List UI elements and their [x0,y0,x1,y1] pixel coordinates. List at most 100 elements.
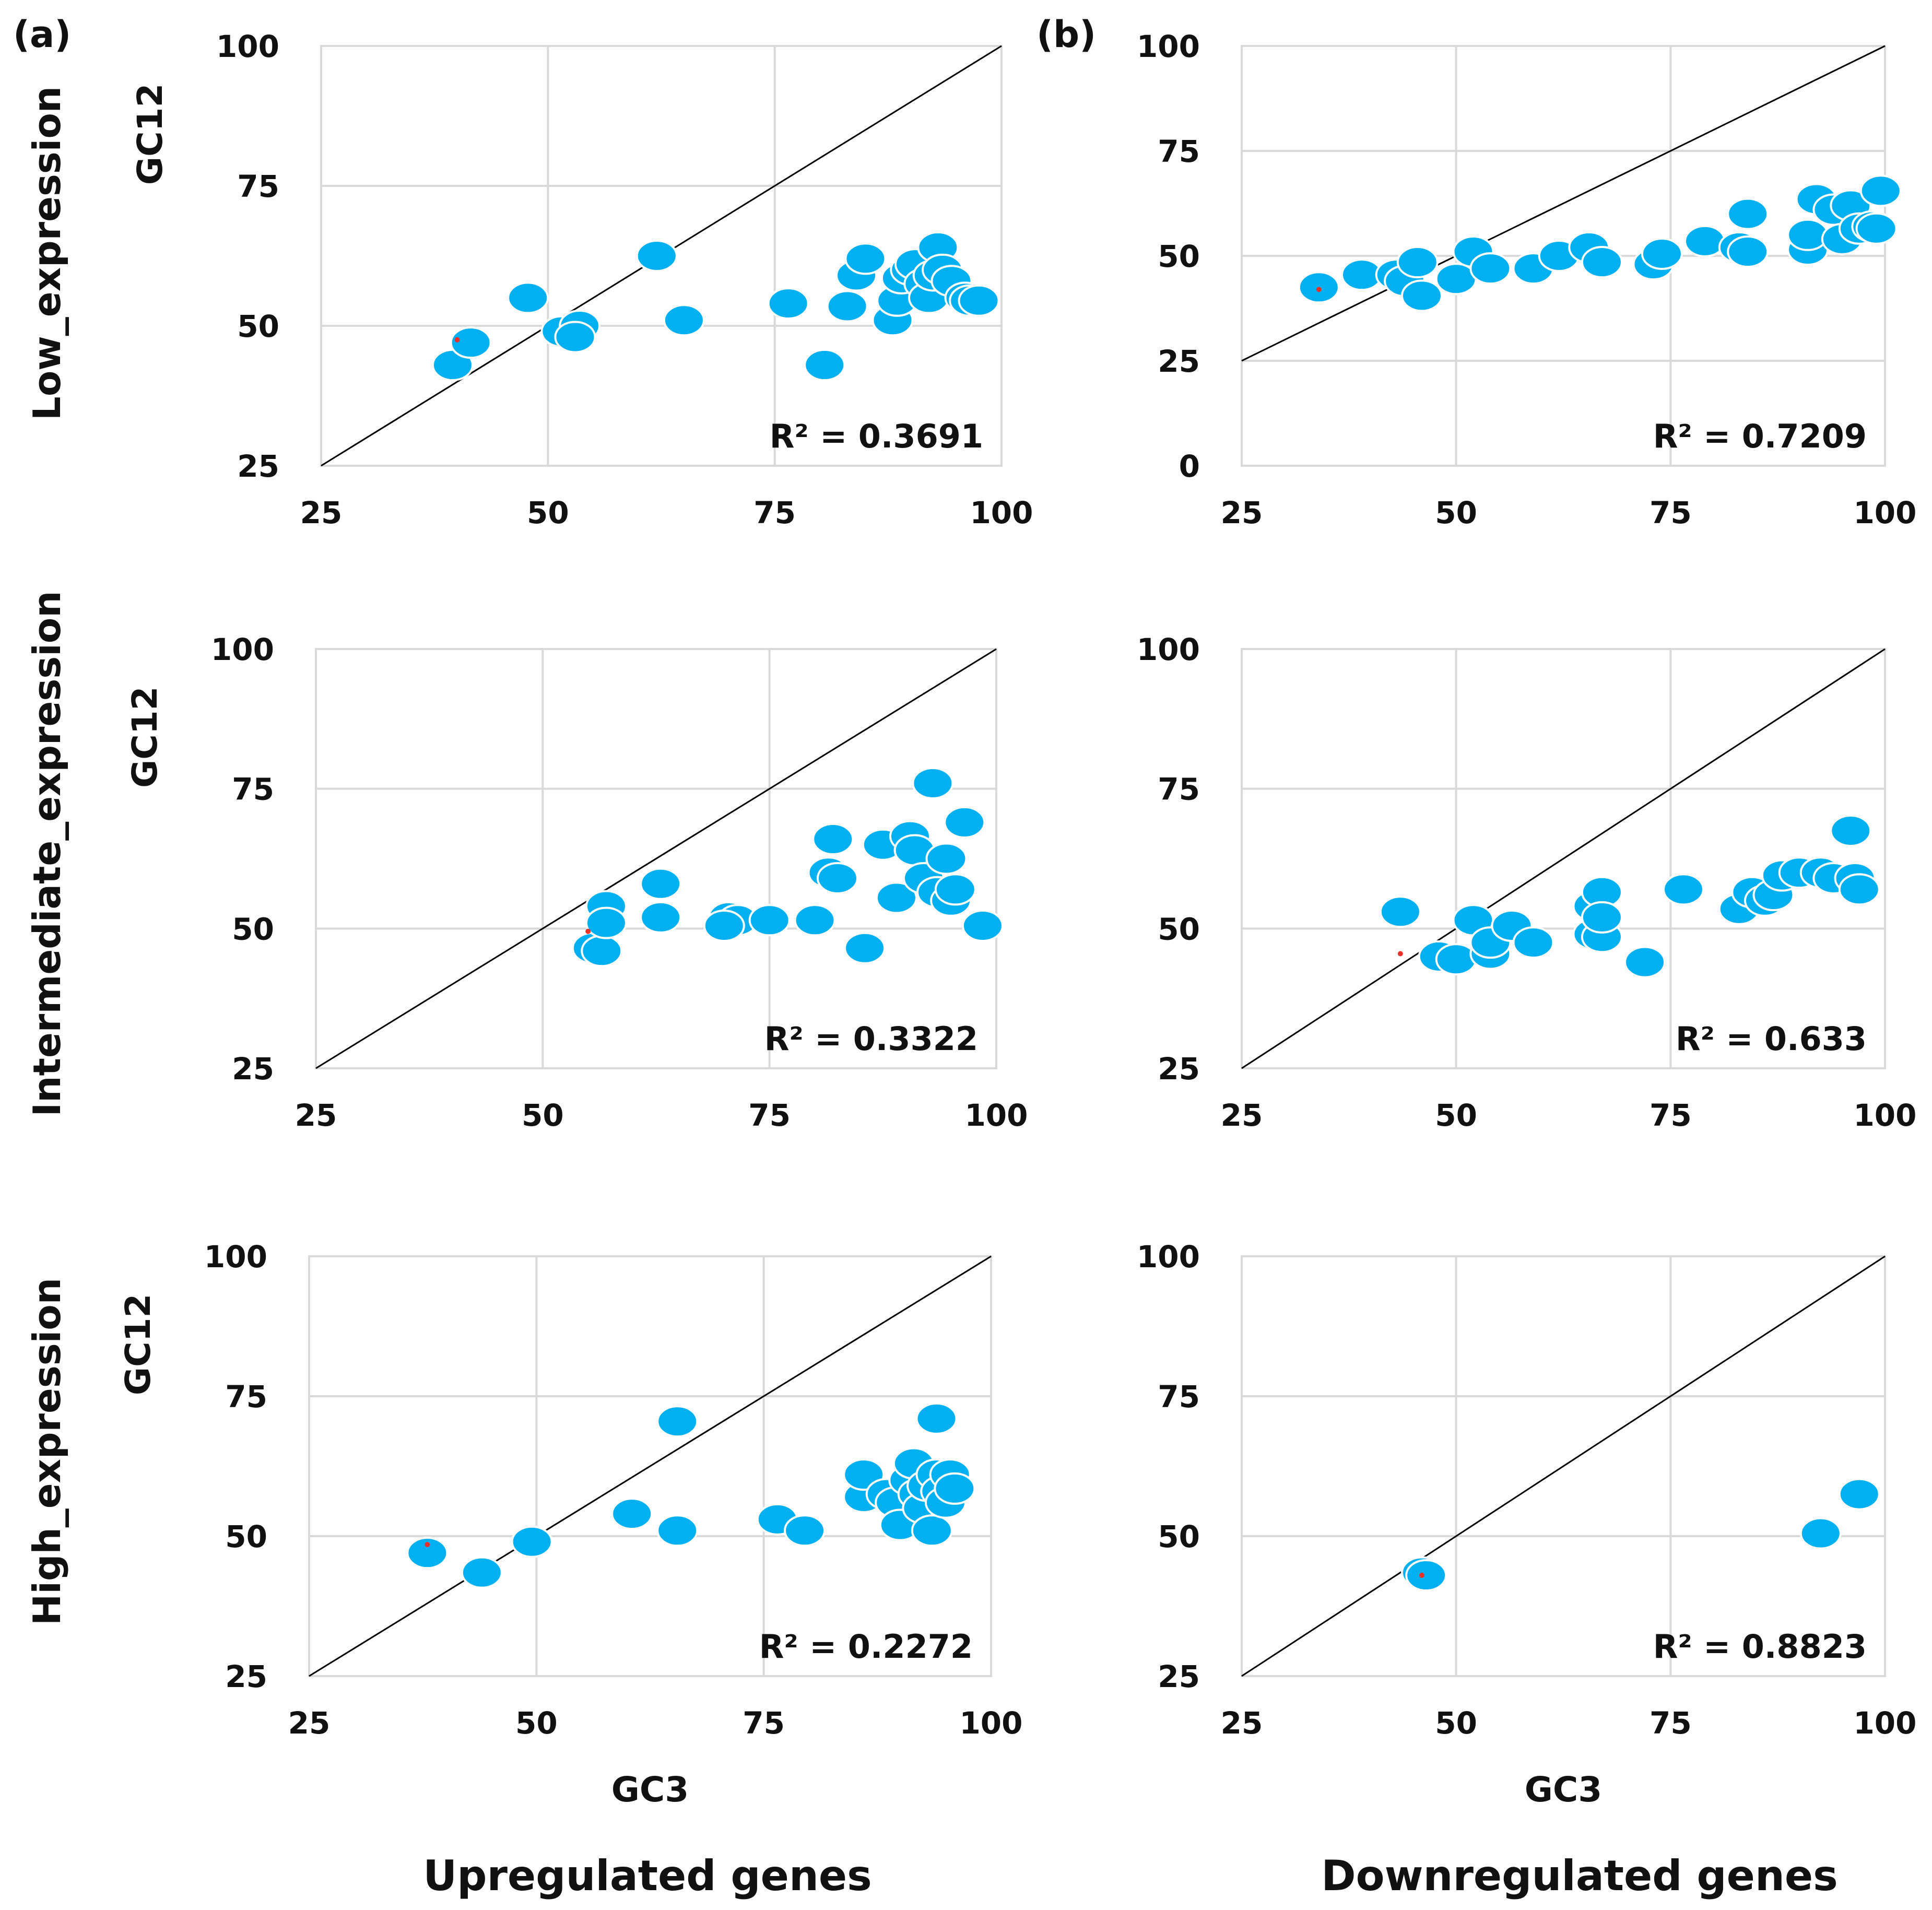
red-marker [585,928,591,934]
data-point [915,1402,958,1435]
data-point [958,284,1000,317]
x-tick-label: 50 [1435,1705,1477,1741]
data-point [1662,873,1704,906]
identity-line [315,648,997,1069]
identity-line [309,1255,992,1677]
x-axis-title: GC3 [611,1770,689,1810]
y-tick-label: 100 [204,1239,267,1275]
data-point [1405,1559,1447,1592]
y-tick-label: 25 [232,1051,274,1087]
data-point [875,881,917,914]
x-tick-label: 25 [288,1705,331,1741]
r-squared-label: R² = 0.2272 [759,1628,973,1666]
y-tick-label: 75 [237,169,279,204]
y-axis-title: GC12 [125,686,165,787]
y-tick-label: 75 [1158,134,1200,169]
data-point [1400,279,1443,312]
data-point [663,304,705,337]
plot-frame [320,45,1003,467]
x-tick-label: 25 [1221,495,1263,530]
panel-1: 25 50 75 100 25 50 75 100 R² = 0.3691 GC12 (a) [13,13,1033,530]
y-tick-label: 50 [1158,911,1200,947]
y-axis-title: GC12 [118,1294,158,1395]
data-point [507,281,549,314]
x-tick-label: 75 [743,1705,785,1741]
data-point [656,1514,699,1547]
red-marker [425,1542,430,1548]
r-squared-label: R² = 0.3691 [770,417,983,455]
x-tick-label: 25 [1221,1705,1263,1741]
x-axis-title: GC3 [1525,1770,1603,1810]
data-point [581,935,623,968]
x-tick-label: 100 [964,1098,1028,1133]
data-point [748,904,791,937]
data-point [640,867,682,900]
y-tick-label: 50 [225,1519,267,1554]
panel-6: 25 50 75 100 25 50 75 100 R² = 0.8823 GC3 [1137,1239,1917,1810]
data-point [911,1514,953,1547]
data-point [804,349,846,382]
x-tick-label: 100 [1853,1098,1916,1133]
x-tick-label: 100 [1853,495,1916,530]
data-point [767,287,809,320]
data-point [1396,246,1439,279]
group-label-upregulated: Upregulated genes [423,1852,872,1900]
x-tick-label: 75 [1650,1098,1692,1133]
y-tick-label: 100 [211,632,274,667]
y-tick-label: 25 [1158,344,1200,379]
identity-line [1241,1255,1886,1677]
y-tick-label: 75 [232,772,274,807]
data-point [1855,212,1898,245]
y-tick-label: 50 [1158,239,1200,274]
data-point [794,904,836,937]
data-point [816,862,858,894]
data-point [640,901,682,934]
x-tick-label: 50 [522,1098,564,1133]
y-tick-label: 100 [1137,29,1200,64]
y-tick-label: 100 [1137,632,1200,667]
data-point [1641,237,1683,270]
data-point [844,932,886,964]
data-point [1859,174,1902,207]
data-point [934,1472,976,1505]
x-tick-label: 25 [300,495,343,530]
x-tick-label: 75 [748,1098,791,1133]
y-tick-label: 75 [225,1379,267,1414]
y-tick-label: 100 [216,29,279,64]
red-marker [1397,951,1403,957]
x-tick-label: 100 [970,495,1033,530]
r-squared-label: R² = 0.633 [1676,1020,1867,1058]
panel-3: 25 50 75 100 25 50 75 100 R² = 0.3322 GC12 [125,632,1028,1133]
red-marker [454,337,460,343]
data-point [1512,926,1554,959]
group-label-downregulated: Downregulated genes [1321,1852,1838,1900]
data-point [844,242,887,275]
identity-line [1241,648,1886,1069]
panel-letter: (b) [1036,13,1096,56]
x-tick-label: 50 [527,495,569,530]
y-axis-title: GC12 [130,84,170,185]
y-tick-label: 50 [232,911,274,947]
y-tick-label: 75 [1158,772,1200,807]
r-squared-label: R² = 0.7209 [1653,417,1867,455]
y-tick-label: 25 [1158,1659,1200,1694]
data-point [1624,946,1666,978]
data-point [1581,246,1623,279]
plot-frame [1241,1255,1886,1677]
y-tick-label: 25 [237,449,279,484]
row-label-low: Low_expression [25,86,69,420]
data-point [961,909,1004,942]
r-squared-label: R² = 0.3322 [764,1020,978,1058]
data-point [585,906,627,939]
data-point [1684,225,1726,257]
y-tick-label: 25 [225,1659,267,1694]
x-tick-label: 100 [959,1705,1022,1741]
data-point [635,240,678,272]
x-tick-label: 75 [1650,495,1692,530]
data-point [511,1525,553,1558]
data-point [1838,1478,1880,1511]
data-point [1830,814,1872,847]
data-point [1379,895,1421,928]
data-point [944,806,986,839]
